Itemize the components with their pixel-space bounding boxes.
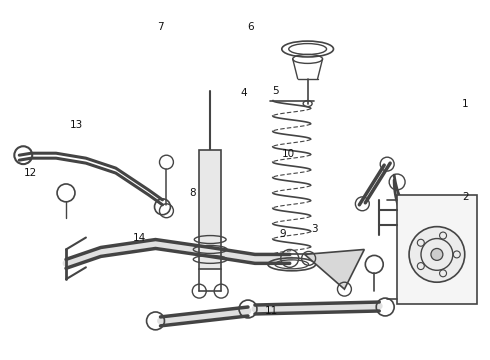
Text: 12: 12 [24,168,37,179]
Text: 13: 13 [70,120,83,130]
Text: 4: 4 [240,88,247,98]
Text: 5: 5 [272,86,278,96]
Text: 8: 8 [189,188,196,198]
Text: 2: 2 [462,192,468,202]
Text: 3: 3 [311,224,318,234]
Text: 11: 11 [265,306,278,316]
Text: 6: 6 [247,22,254,32]
Bar [397,195,477,304]
Text: 14: 14 [133,233,146,243]
Circle shape [409,227,465,282]
Bar [199,150,221,269]
Text: 7: 7 [157,22,164,32]
Text: 10: 10 [282,149,294,159]
Text: 1: 1 [462,99,468,109]
Circle shape [431,248,443,260]
Text: 9: 9 [279,229,286,239]
Polygon shape [305,249,365,289]
